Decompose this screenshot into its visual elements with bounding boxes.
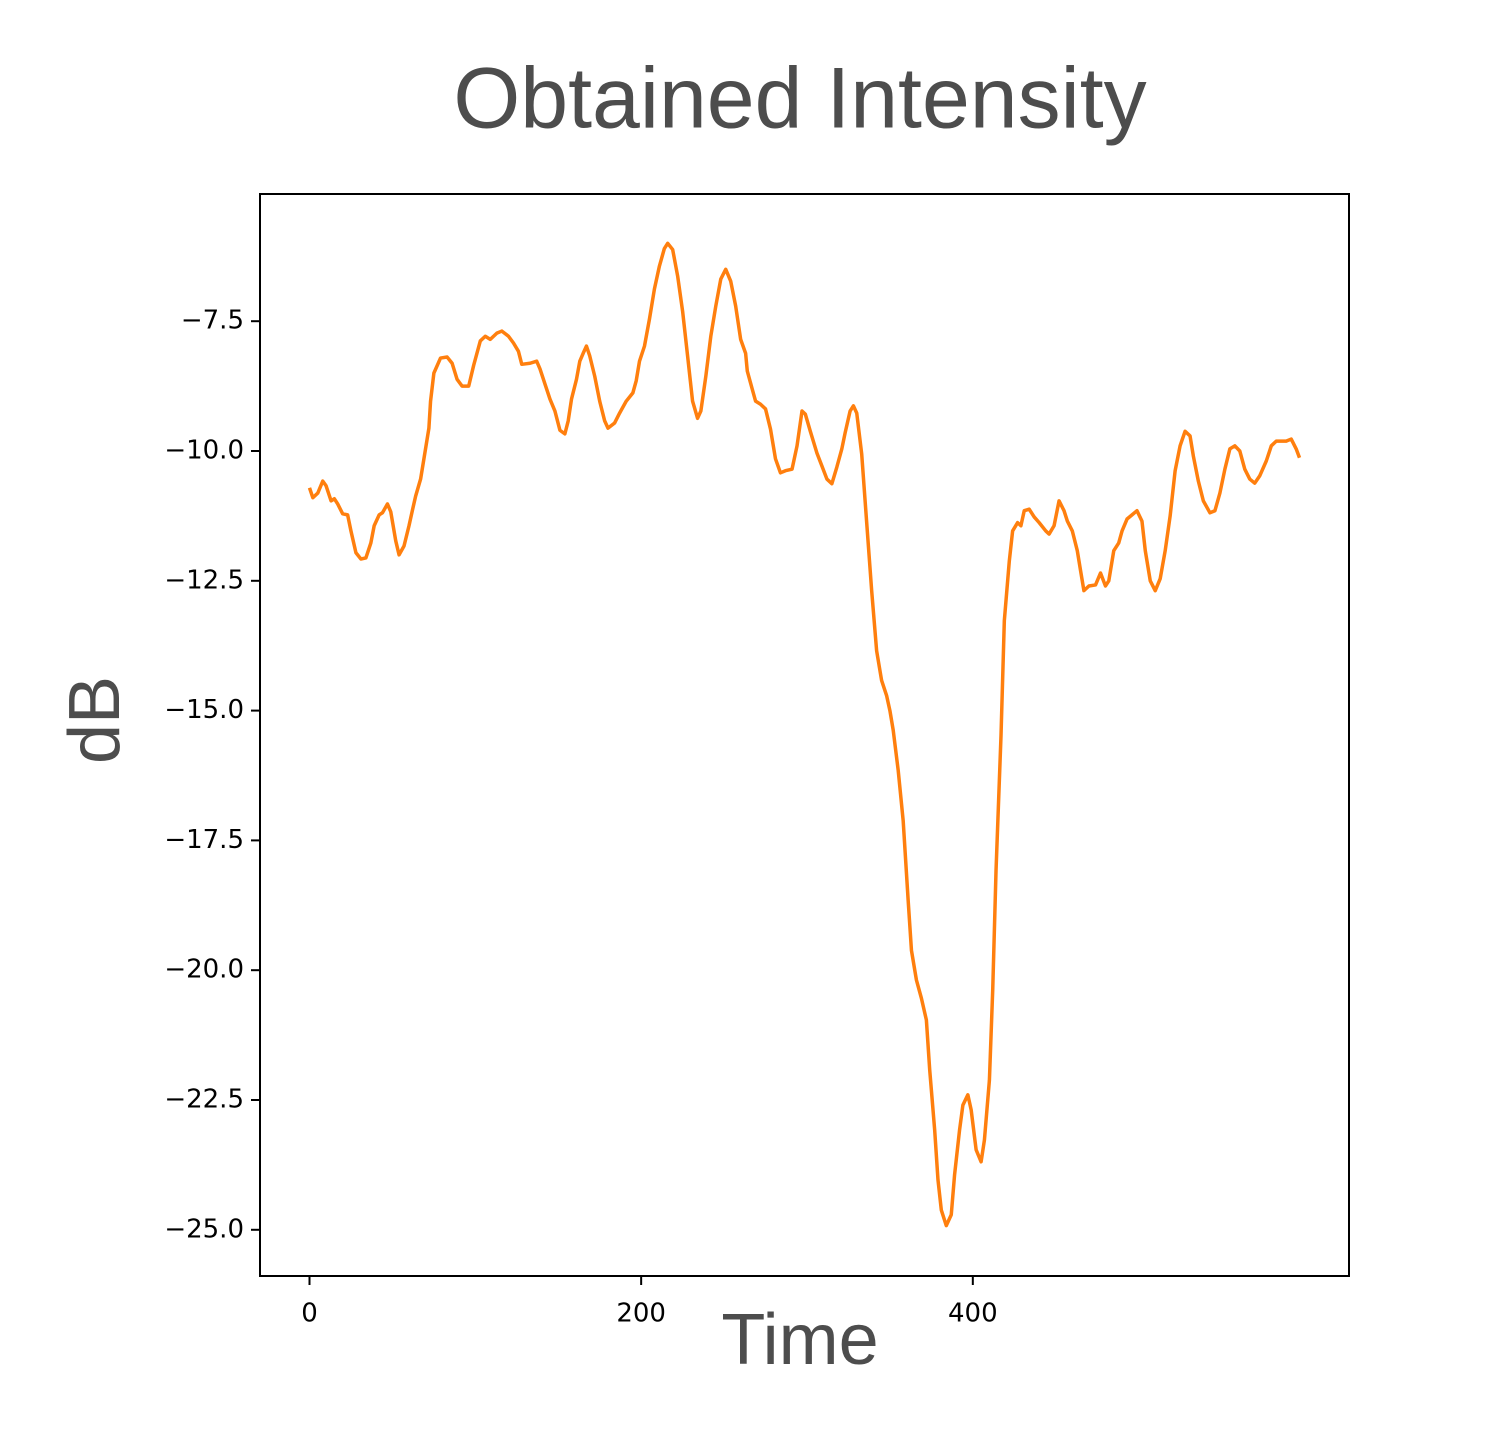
y-tick-label: −7.5 [181, 306, 244, 336]
plot-frame [259, 193, 1350, 1277]
x-tick-label: 200 [616, 1299, 666, 1329]
y-tick-label: −20.0 [164, 955, 244, 985]
y-tick-label: −17.5 [164, 825, 244, 855]
y-tick-label: −10.0 [164, 436, 244, 466]
x-tick-label: 0 [301, 1299, 318, 1329]
y-tick-label: −25.0 [164, 1214, 244, 1244]
y-axis-label: dB [55, 676, 135, 764]
x-axis-label: Time [721, 1300, 878, 1380]
chart-title: Obtained Intensity [453, 51, 1146, 147]
y-tick-label: −15.0 [164, 695, 244, 725]
x-tick-label: 400 [948, 1299, 998, 1329]
data-line [307, 241, 1302, 1228]
y-tick-label: −22.5 [164, 1084, 244, 1114]
y-tick-label: −12.5 [164, 565, 244, 595]
